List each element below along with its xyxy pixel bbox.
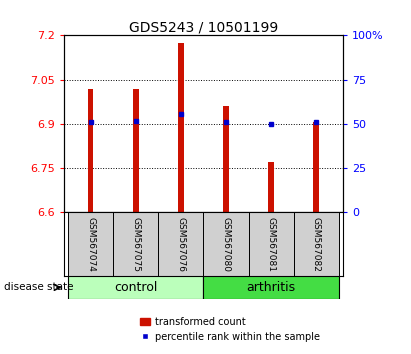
Text: GSM567082: GSM567082 xyxy=(312,217,321,272)
Bar xyxy=(249,212,293,276)
Bar xyxy=(203,212,249,276)
Bar xyxy=(133,88,139,212)
Text: GSM567075: GSM567075 xyxy=(132,217,140,273)
Text: GSM567074: GSM567074 xyxy=(86,217,95,272)
Bar xyxy=(113,212,158,276)
Bar xyxy=(293,212,339,276)
Text: GSM567076: GSM567076 xyxy=(176,217,185,273)
Bar xyxy=(68,276,203,299)
Bar xyxy=(314,122,319,212)
Bar xyxy=(223,106,229,212)
Bar xyxy=(88,88,93,212)
Bar xyxy=(268,162,274,212)
Text: arthritis: arthritis xyxy=(247,281,296,294)
Text: control: control xyxy=(114,281,157,294)
Text: disease state: disease state xyxy=(4,282,74,292)
Text: GSM567081: GSM567081 xyxy=(267,217,275,273)
Title: GDS5243 / 10501199: GDS5243 / 10501199 xyxy=(129,20,278,34)
Bar xyxy=(203,276,339,299)
Bar xyxy=(68,212,113,276)
Legend: transformed count, percentile rank within the sample: transformed count, percentile rank withi… xyxy=(136,313,324,346)
Text: GSM567080: GSM567080 xyxy=(222,217,231,273)
Bar xyxy=(158,212,203,276)
Bar xyxy=(178,43,184,212)
